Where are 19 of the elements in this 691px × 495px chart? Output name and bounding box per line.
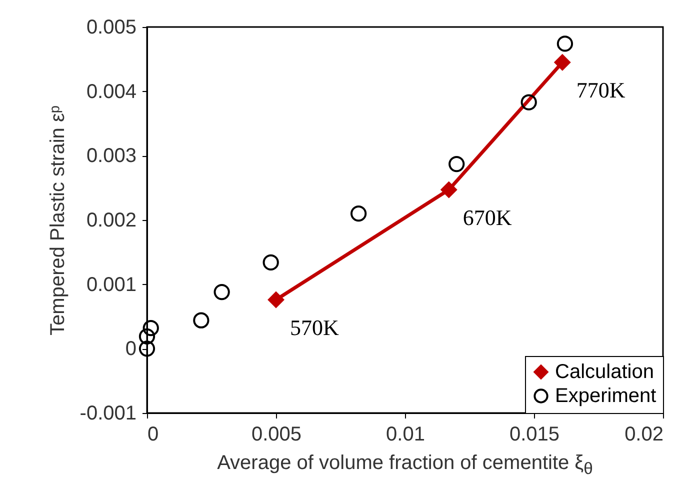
x-tick-label: 0.02: [624, 424, 664, 446]
y-tick-label: 0.002: [86, 210, 136, 232]
x-tick-label: 0.01: [386, 424, 425, 446]
y-tick-label: 0.004: [86, 80, 136, 103]
x-tick-label: 0.005: [251, 424, 302, 446]
x-tick-label: 0.015: [509, 424, 560, 446]
annotation: 670K: [462, 204, 512, 230]
y-tick-label: 0.003: [86, 145, 136, 168]
annotation: 770K: [576, 77, 626, 102]
legend-label: Experiment: [555, 385, 657, 407]
y-axis-title: Tempered Plastic strain εᵖ: [46, 106, 69, 336]
x-tick-label: 0: [148, 424, 159, 446]
legend-label: Calculation: [555, 361, 654, 383]
y-tick-label: -0.001: [80, 402, 136, 424]
x-axis-title: Average of volume fraction of cementite ξ$_{θ}$: [216, 452, 594, 479]
annotation: 570K: [290, 314, 339, 340]
y-tick-label: 0.005: [86, 16, 136, 38]
y-tick-label: 0.001: [86, 274, 136, 296]
y-tick-label: 0: [125, 338, 136, 360]
